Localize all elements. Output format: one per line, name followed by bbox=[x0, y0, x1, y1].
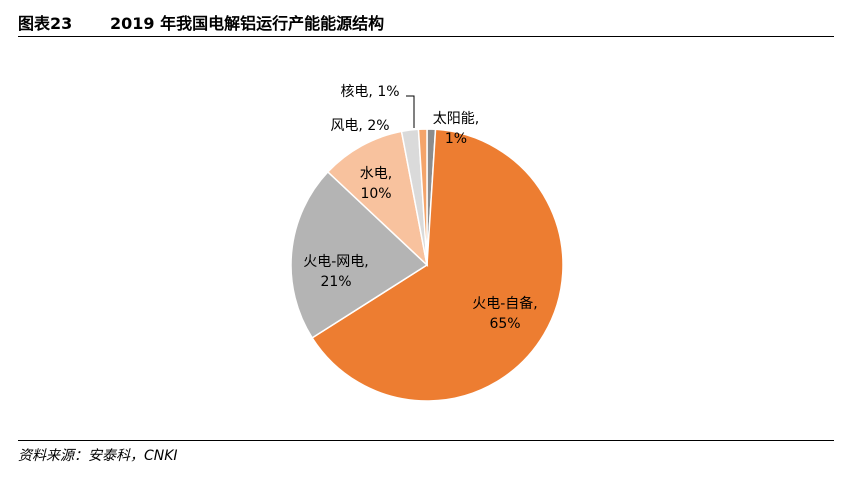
pie-slices bbox=[290, 128, 564, 402]
slice-label-thermal-grid: 火电-网电, 21% bbox=[303, 254, 369, 290]
slice-label-thermal-captive: 火电-自备, 65% bbox=[472, 295, 538, 332]
pie-slice-thermal-captive bbox=[311, 128, 564, 402]
slice-label-hydro: 水电, 10% bbox=[360, 166, 392, 202]
slice-label-solar: 太阳能, 1% bbox=[433, 111, 479, 147]
slice-label-wind: 风电, 2% bbox=[330, 118, 389, 134]
pie-chart: 太阳能, 1% 火电-自备, 65% 火电-网电, 21% 水电, 10% 风电, 2% 核电, … bbox=[290, 84, 564, 402]
chart-title: 2019 年我国电解铝运行产能能源结构 bbox=[110, 14, 385, 33]
chart-area: 太阳能, 1% 火电-自备, 65% 火电-网电, 21% 水电, 10% 风电, 2% 核电, … bbox=[0, 40, 852, 440]
leader-lines bbox=[406, 95, 415, 128]
figure-number: 图表23 bbox=[18, 14, 73, 33]
leader-line-nuclear bbox=[406, 95, 415, 128]
pie-slice-thermal-grid bbox=[290, 170, 429, 339]
pie-slice-hydro bbox=[326, 130, 429, 268]
slice-label-nuclear: 核电, 1% bbox=[340, 84, 399, 100]
figure-header: 图表23 2019 年我国电解铝运行产能能源结构 bbox=[18, 4, 834, 37]
slice-labels: 太阳能, 1% 火电-自备, 65% 火电-网电, 21% 水电, 10% 风电, 2% 核电, … bbox=[303, 84, 538, 332]
source-note: 资料来源：安泰科，CNKI bbox=[18, 448, 178, 464]
pie-slice-nuclear bbox=[417, 128, 428, 266]
figure-footer: 资料来源：安泰科，CNKI bbox=[18, 440, 834, 469]
